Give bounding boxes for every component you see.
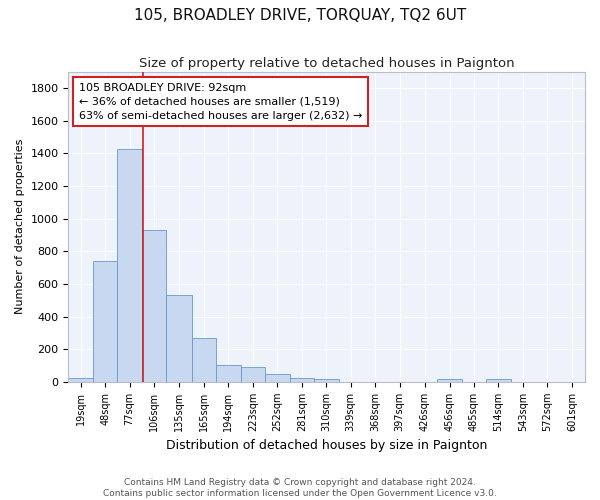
Bar	[437, 380, 462, 382]
Bar	[290, 378, 314, 382]
Title: Size of property relative to detached houses in Paignton: Size of property relative to detached ho…	[139, 58, 515, 70]
Bar	[142, 230, 166, 382]
Bar	[265, 374, 290, 382]
Text: 105, BROADLEY DRIVE, TORQUAY, TQ2 6UT: 105, BROADLEY DRIVE, TORQUAY, TQ2 6UT	[134, 8, 466, 22]
Bar	[166, 296, 191, 382]
X-axis label: Distribution of detached houses by size in Paignton: Distribution of detached houses by size …	[166, 440, 487, 452]
Bar	[216, 365, 241, 382]
Y-axis label: Number of detached properties: Number of detached properties	[15, 139, 25, 314]
Bar	[486, 380, 511, 382]
Bar	[241, 367, 265, 382]
Bar	[314, 380, 338, 382]
Bar	[118, 149, 142, 382]
Bar	[93, 262, 118, 382]
Bar	[68, 378, 93, 382]
Text: Contains HM Land Registry data © Crown copyright and database right 2024.
Contai: Contains HM Land Registry data © Crown c…	[103, 478, 497, 498]
Text: 105 BROADLEY DRIVE: 92sqm
← 36% of detached houses are smaller (1,519)
63% of se: 105 BROADLEY DRIVE: 92sqm ← 36% of detac…	[79, 82, 362, 120]
Bar	[191, 338, 216, 382]
